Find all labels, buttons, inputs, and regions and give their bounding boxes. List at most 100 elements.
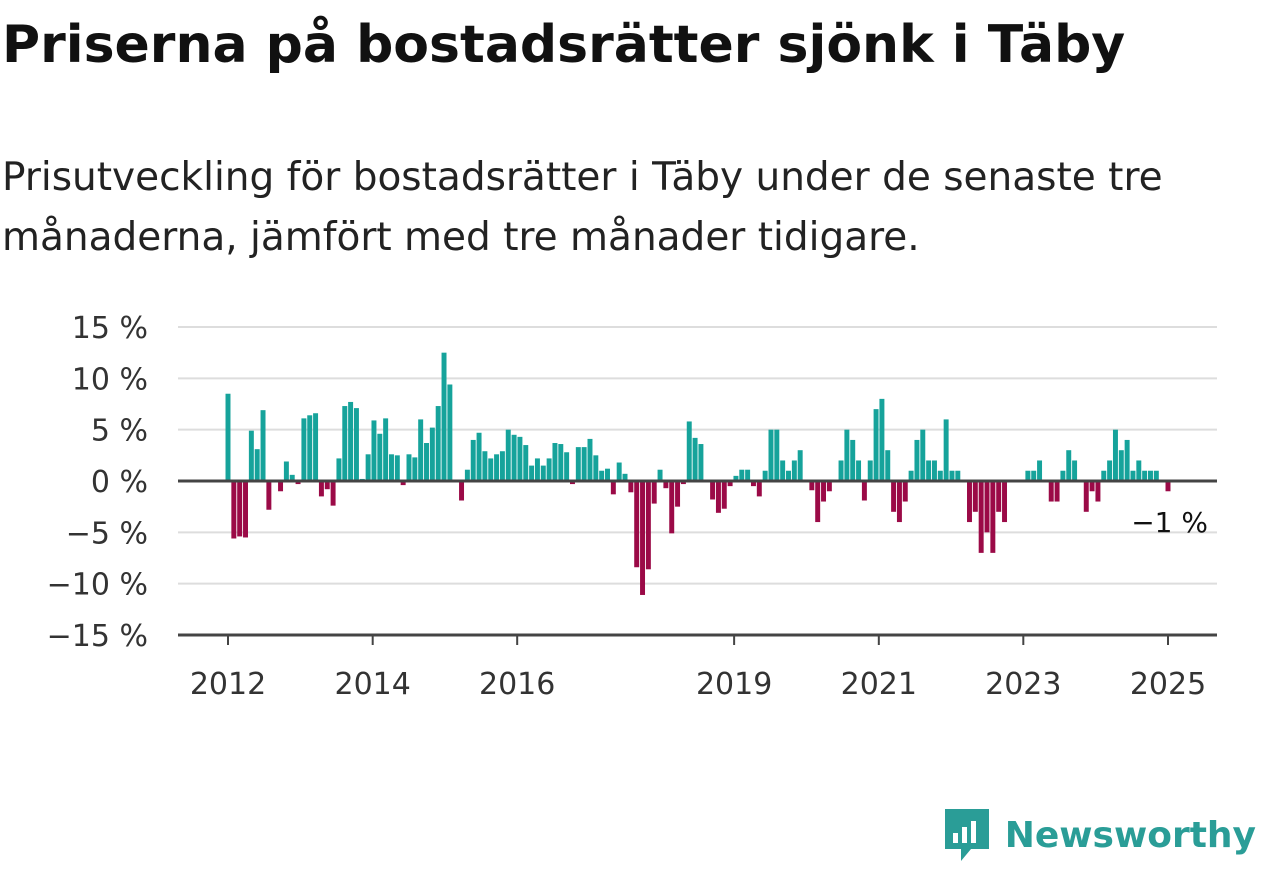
bar — [750, 481, 756, 487]
bar — [429, 427, 435, 481]
bar — [388, 454, 394, 481]
newsworthy-logo: Newsworthy — [941, 805, 1256, 865]
bar — [634, 481, 640, 568]
bar — [511, 434, 517, 481]
bar — [459, 481, 465, 501]
bar — [447, 384, 453, 481]
bar — [780, 460, 786, 481]
x-tick-label: 2014 — [335, 667, 411, 702]
chart-title: Priserna på bostadsrätter sjönk i Täby — [2, 15, 1126, 75]
bar — [301, 418, 307, 481]
x-tick-label: 2021 — [841, 667, 917, 702]
bar — [645, 481, 651, 570]
bar — [1136, 460, 1142, 481]
bar — [424, 443, 429, 481]
bar — [844, 429, 850, 481]
bar — [616, 462, 622, 481]
bar — [517, 436, 523, 481]
bar — [534, 458, 540, 481]
y-tick-label: 15 % — [72, 311, 148, 346]
bar — [394, 455, 400, 481]
x-tick-label: 2012 — [190, 667, 266, 702]
bar — [593, 455, 599, 481]
bar — [400, 481, 406, 486]
y-tick-label: −10 % — [47, 568, 148, 603]
bar — [896, 481, 902, 523]
bar — [885, 450, 891, 481]
bar — [891, 481, 897, 512]
bar — [564, 452, 570, 481]
bar — [1130, 470, 1136, 481]
bar — [254, 449, 260, 481]
bar — [581, 447, 587, 481]
bar — [1048, 481, 1054, 502]
bar — [786, 470, 791, 481]
bar — [990, 481, 996, 553]
bar — [733, 475, 739, 481]
bar — [628, 481, 634, 493]
bar — [856, 460, 862, 481]
bar — [260, 410, 266, 481]
bar — [482, 451, 488, 481]
bar — [727, 481, 733, 487]
bar — [377, 433, 383, 481]
bar — [464, 469, 470, 481]
bar — [278, 481, 284, 492]
bar — [774, 429, 780, 481]
bar — [248, 430, 254, 481]
bar — [861, 481, 867, 501]
bar — [680, 481, 686, 485]
bar — [809, 481, 815, 491]
bar — [558, 444, 564, 481]
bar — [926, 460, 932, 481]
bar — [1142, 470, 1148, 481]
bar — [371, 420, 377, 481]
bar — [1025, 470, 1031, 481]
bar — [715, 481, 721, 513]
bar — [1037, 460, 1043, 481]
bar — [902, 481, 908, 502]
y-tick-label: 10 % — [72, 362, 148, 397]
x-tick-label: 2025 — [1130, 667, 1206, 702]
bar — [920, 429, 926, 481]
bar — [318, 481, 324, 497]
bar — [383, 418, 389, 481]
bar — [289, 474, 295, 481]
bar — [1002, 481, 1008, 523]
bar — [412, 457, 418, 481]
x-tick-label: 2016 — [479, 667, 555, 702]
bar — [838, 460, 844, 481]
bar — [931, 460, 937, 481]
bar — [955, 470, 961, 481]
bar — [1165, 481, 1171, 492]
bar — [499, 451, 505, 481]
bar — [1095, 481, 1101, 502]
x-axis-tick-labels: 2012 2014 2016 2019 2021 2023 2025 — [190, 635, 1206, 702]
bar — [494, 454, 500, 481]
bar — [529, 465, 535, 481]
bar — [937, 470, 943, 481]
bar — [546, 458, 552, 481]
last-value-label: −1 % — [1131, 506, 1208, 539]
bar — [1124, 439, 1130, 481]
chart-subtitle: Prisutveckling för bostadsrätter i Täby … — [2, 155, 1163, 260]
bar — [669, 481, 675, 534]
brand-name: Newsworthy — [1004, 814, 1256, 856]
bar — [569, 481, 575, 485]
bar — [972, 481, 978, 512]
bar — [225, 393, 231, 481]
bar — [791, 460, 797, 481]
bar — [1148, 470, 1153, 481]
bar — [1060, 470, 1066, 481]
bar — [698, 444, 704, 481]
bar — [435, 406, 441, 481]
bar — [283, 461, 289, 481]
bar — [762, 470, 768, 481]
bar — [710, 481, 716, 500]
bar — [984, 481, 990, 533]
axes — [178, 479, 1217, 637]
bar — [610, 481, 616, 495]
bar — [815, 481, 821, 523]
y-tick-label: 0 % — [91, 465, 148, 500]
bar — [1054, 481, 1060, 502]
